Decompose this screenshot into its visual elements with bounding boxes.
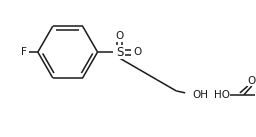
Text: HO: HO (214, 90, 230, 100)
Text: S: S (116, 46, 123, 59)
Text: O: O (248, 76, 256, 86)
Text: OH: OH (192, 90, 208, 100)
Text: F: F (21, 47, 27, 57)
Text: O: O (115, 31, 124, 41)
Text: O: O (133, 47, 142, 57)
